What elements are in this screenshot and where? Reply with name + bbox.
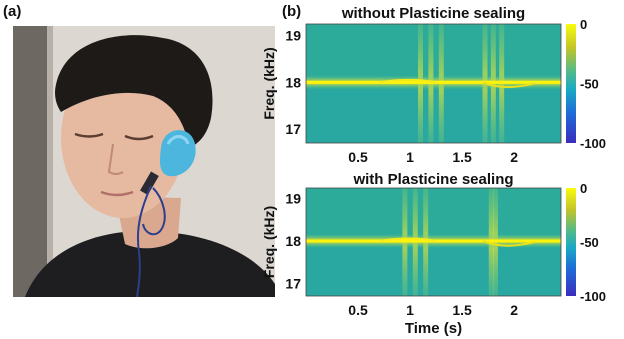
spectrogram-bottom: with Plasticine sealing 19 18 17 0.5 1 1.5 2 Fre… [261, 171, 606, 337]
colorbar-tick-label: -50 [580, 235, 599, 250]
x-axis-label: Time (s) [405, 320, 462, 337]
spectrogram-top: without Plasticine sealing 19 18 17 0.5 1 1.5 2… [261, 5, 606, 165]
x-tick-label: 1 [406, 149, 414, 165]
colorbar-tick-label: 0 [580, 181, 587, 196]
colorbar [566, 188, 576, 296]
spectrogram-title: without Plasticine sealing [341, 5, 525, 22]
y-axis-label: Freq. (kHz) [261, 47, 277, 119]
y-tick-label: 17 [285, 121, 301, 137]
photo-nose [107, 143, 124, 175]
colorbar [566, 24, 576, 143]
photo-right-eye [124, 134, 154, 141]
y-tick-label: 19 [285, 28, 301, 44]
x-tick-label: 0.5 [348, 302, 368, 318]
doppler-shift-down [482, 240, 536, 247]
noise-floor-band [306, 89, 561, 143]
panel-b-label: (b) [282, 3, 302, 20]
photo-earpiece-highlight [166, 135, 190, 145]
colorbar-tick-label: -100 [580, 136, 606, 151]
photo-cable [136, 185, 152, 297]
y-tick-label: 19 [285, 191, 301, 207]
photo-door [13, 26, 47, 297]
plot-frame [305, 23, 562, 144]
photo-door-frame [47, 26, 53, 297]
panel-a-label: (a) [3, 3, 22, 20]
photo-hair [55, 35, 213, 148]
doppler-shift-up [378, 78, 437, 84]
y-axis-label: Freq. (kHz) [261, 206, 277, 278]
photo-shirt [25, 231, 275, 297]
y-tick-label: 18 [285, 74, 301, 90]
photo-left-eye [74, 132, 104, 138]
x-tick-label: 2 [510, 302, 518, 318]
colorbar-tick-label: 0 [580, 17, 587, 32]
colorbar-tick-label: -50 [580, 77, 599, 92]
x-tick-label: 2 [510, 149, 518, 165]
x-tick-label: 1.5 [452, 149, 472, 165]
subject-photo [13, 26, 275, 297]
spectrogram-title: with Plasticine sealing [352, 171, 513, 188]
doppler-shift-up [378, 237, 437, 242]
doppler-shift-down [482, 81, 536, 89]
plot-frame [305, 187, 562, 297]
photo-earpiece-plug [140, 171, 159, 196]
photo-cable-loop [142, 187, 166, 236]
colorbar-tick-label: -100 [580, 289, 606, 304]
x-tick-label: 1 [406, 302, 414, 318]
photo-mouth [100, 190, 134, 197]
noise-floor-band [306, 247, 561, 296]
x-tick-label: 0.5 [348, 149, 368, 165]
y-tick-label: 18 [285, 233, 301, 249]
x-tick-label: 1.5 [452, 302, 472, 318]
y-tick-label: 17 [285, 275, 301, 291]
